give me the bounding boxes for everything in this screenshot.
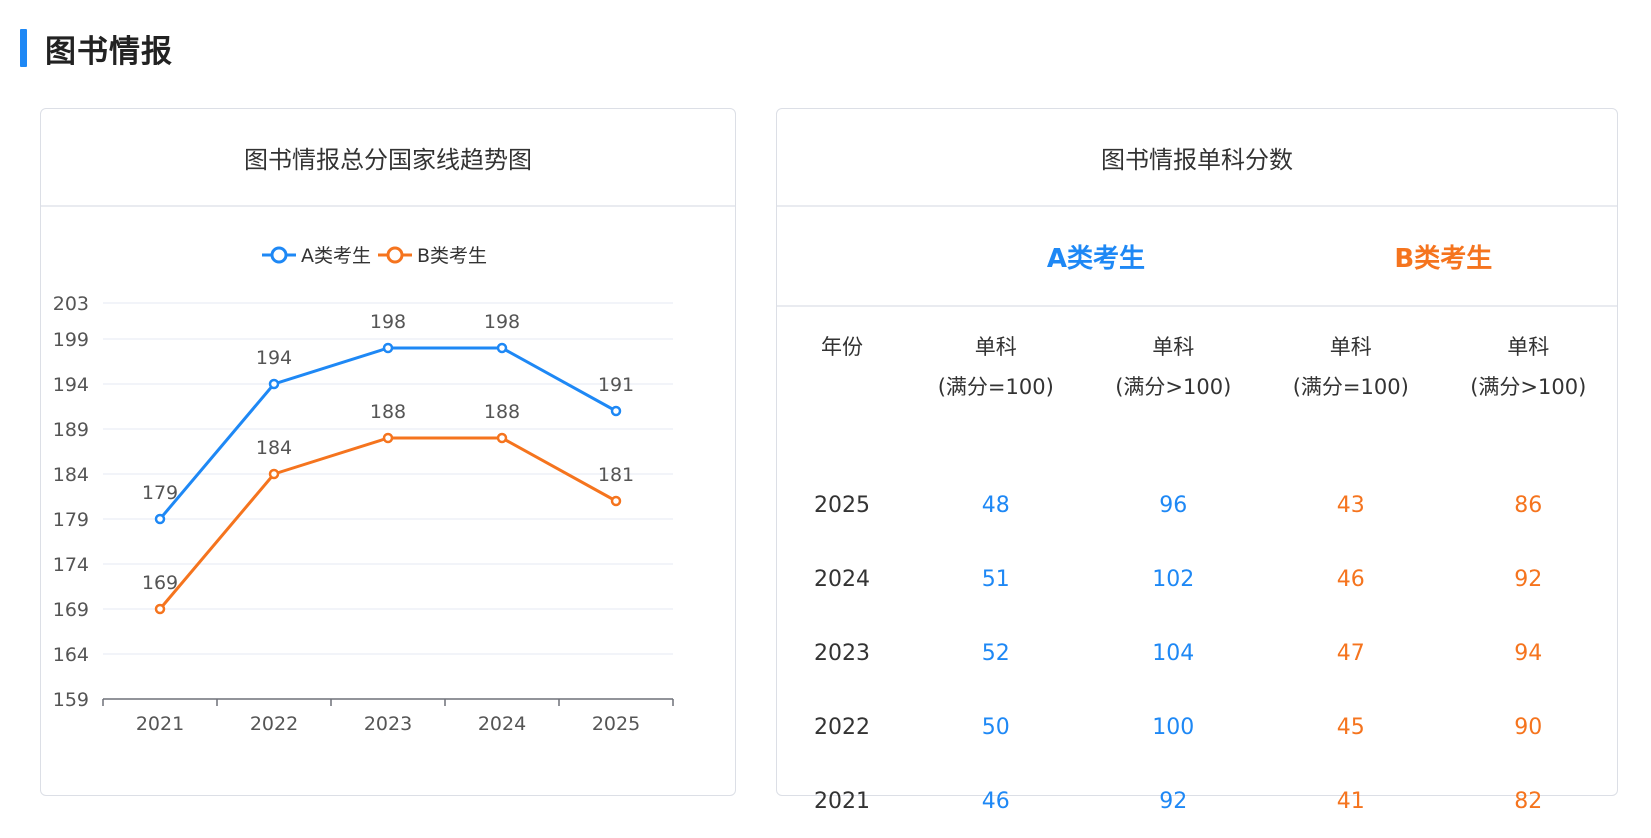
score-table-title: 图书情报单科分数 bbox=[777, 109, 1617, 207]
data-point bbox=[610, 405, 622, 417]
x-tick-label: 2025 bbox=[592, 713, 640, 735]
header-a-over100: 单科 (满分>100) bbox=[1115, 335, 1232, 399]
cell-year: 2021 bbox=[814, 788, 870, 814]
cell-b-full100: 41 bbox=[1336, 788, 1365, 814]
header-b-over100: 单科 (满分>100) bbox=[1470, 335, 1587, 399]
y-tick-label: 189 bbox=[53, 419, 89, 441]
cell-a-full100: 52 bbox=[981, 640, 1010, 666]
cell-a-over100: 96 bbox=[1159, 492, 1188, 518]
data-label: 198 bbox=[370, 311, 406, 333]
cell-b-full100: 45 bbox=[1336, 714, 1365, 740]
cell-b-over100: 86 bbox=[1514, 492, 1543, 518]
y-tick-label: 199 bbox=[53, 329, 89, 351]
header-year: 年份 bbox=[821, 335, 863, 359]
cell-a-over100: 102 bbox=[1152, 566, 1195, 592]
data-label: 181 bbox=[598, 464, 634, 486]
group-b-label: B类考生 bbox=[1394, 243, 1493, 274]
data-label: 198 bbox=[484, 311, 520, 333]
cell-year: 2022 bbox=[814, 714, 870, 740]
x-tick-label: 2024 bbox=[478, 713, 526, 735]
legend-marker-b bbox=[386, 246, 404, 264]
cell-a-full100: 48 bbox=[981, 492, 1010, 518]
header-a-full100: 单科 (满分=100) bbox=[937, 335, 1054, 399]
section-heading: 图书情报 bbox=[20, 28, 173, 70]
cell-a-full100: 46 bbox=[981, 788, 1010, 814]
x-tick-label: 2023 bbox=[364, 713, 412, 735]
trend-line-chart: 159 164 169 174 179 184 189 194 199 203 2021 2022 20… bbox=[53, 245, 674, 735]
y-tick-label: 203 bbox=[53, 293, 89, 315]
table-row: 2025 48 96 43 86 bbox=[777, 468, 1617, 542]
cell-b-over100: 92 bbox=[1514, 566, 1543, 592]
y-tick-label: 169 bbox=[53, 599, 89, 621]
table-row: 2024 51 102 46 92 bbox=[777, 542, 1617, 616]
data-label: 188 bbox=[370, 401, 406, 423]
data-point bbox=[268, 378, 280, 390]
cell-a-over100: 104 bbox=[1152, 640, 1195, 666]
data-label: 169 bbox=[142, 572, 178, 594]
data-label: 184 bbox=[256, 437, 292, 459]
y-tick-label: 184 bbox=[53, 464, 89, 486]
group-a-label: A类考生 bbox=[1046, 243, 1145, 274]
y-tick-label: 159 bbox=[53, 689, 89, 711]
table-row: 2023 52 104 47 94 bbox=[777, 616, 1617, 690]
section-title: 图书情报 bbox=[45, 33, 173, 70]
legend-label: B类考生 bbox=[417, 245, 487, 267]
trend-chart-title: 图书情报总分国家线趋势图 bbox=[41, 109, 735, 207]
data-point bbox=[268, 468, 280, 480]
section-accent-bar bbox=[20, 29, 27, 67]
y-tick-label: 194 bbox=[53, 374, 89, 396]
x-tick-label: 2021 bbox=[136, 713, 184, 735]
trend-chart-card: 图书情报总分国家线趋势图 159 164 169 174 179 184 189 194 199… bbox=[40, 108, 736, 796]
data-point bbox=[154, 603, 166, 615]
data-point bbox=[382, 342, 394, 354]
series-line-b bbox=[158, 436, 617, 610]
score-table: 年份 单科 (满分=100) 单科 (满分>100) 单科 (满分=100) 单科 (满… bbox=[777, 307, 1617, 838]
cell-a-full100: 50 bbox=[981, 714, 1010, 740]
cell-a-over100: 100 bbox=[1152, 714, 1195, 740]
legend-label: A类考生 bbox=[301, 245, 371, 267]
data-point bbox=[610, 495, 622, 507]
cell-b-over100: 94 bbox=[1514, 640, 1543, 666]
cell-a-full100: 51 bbox=[981, 566, 1010, 592]
header-b-full100: 单科 (满分=100) bbox=[1292, 335, 1409, 399]
data-point bbox=[496, 342, 508, 354]
group-header-row: A类考生 B类考生 bbox=[777, 207, 1617, 307]
data-label: 194 bbox=[256, 347, 292, 369]
cell-b-over100: 90 bbox=[1514, 714, 1543, 740]
cell-a-over100: 92 bbox=[1159, 788, 1188, 814]
cell-b-full100: 46 bbox=[1336, 566, 1365, 592]
data-label: 179 bbox=[142, 482, 178, 504]
cell-year: 2023 bbox=[814, 640, 870, 666]
score-table-header: 年份 单科 (满分=100) 单科 (满分>100) 单科 (满分=100) 单科 (满… bbox=[777, 307, 1617, 468]
table-row: 2021 46 92 41 82 bbox=[777, 764, 1617, 838]
legend-marker-a bbox=[270, 246, 288, 264]
data-point bbox=[154, 513, 166, 525]
y-tick-label: 164 bbox=[53, 644, 89, 666]
cell-year: 2025 bbox=[814, 492, 870, 518]
x-tick-label: 2022 bbox=[250, 713, 298, 735]
y-tick-label: 174 bbox=[53, 554, 89, 576]
data-point bbox=[496, 432, 508, 444]
data-point bbox=[382, 432, 394, 444]
cell-b-over100: 82 bbox=[1514, 788, 1543, 814]
y-tick-label: 179 bbox=[53, 509, 89, 531]
table-row: 2022 50 100 45 90 bbox=[777, 690, 1617, 764]
score-table-card: 图书情报单科分数 A类考生 B类考生 年份 单科 (满分=100) 单科 (满分>1… bbox=[776, 108, 1618, 814]
data-label: 191 bbox=[598, 374, 634, 396]
data-label: 188 bbox=[484, 401, 520, 423]
cell-b-full100: 47 bbox=[1336, 640, 1365, 666]
cell-b-full100: 43 bbox=[1336, 492, 1365, 518]
cell-year: 2024 bbox=[814, 566, 870, 592]
